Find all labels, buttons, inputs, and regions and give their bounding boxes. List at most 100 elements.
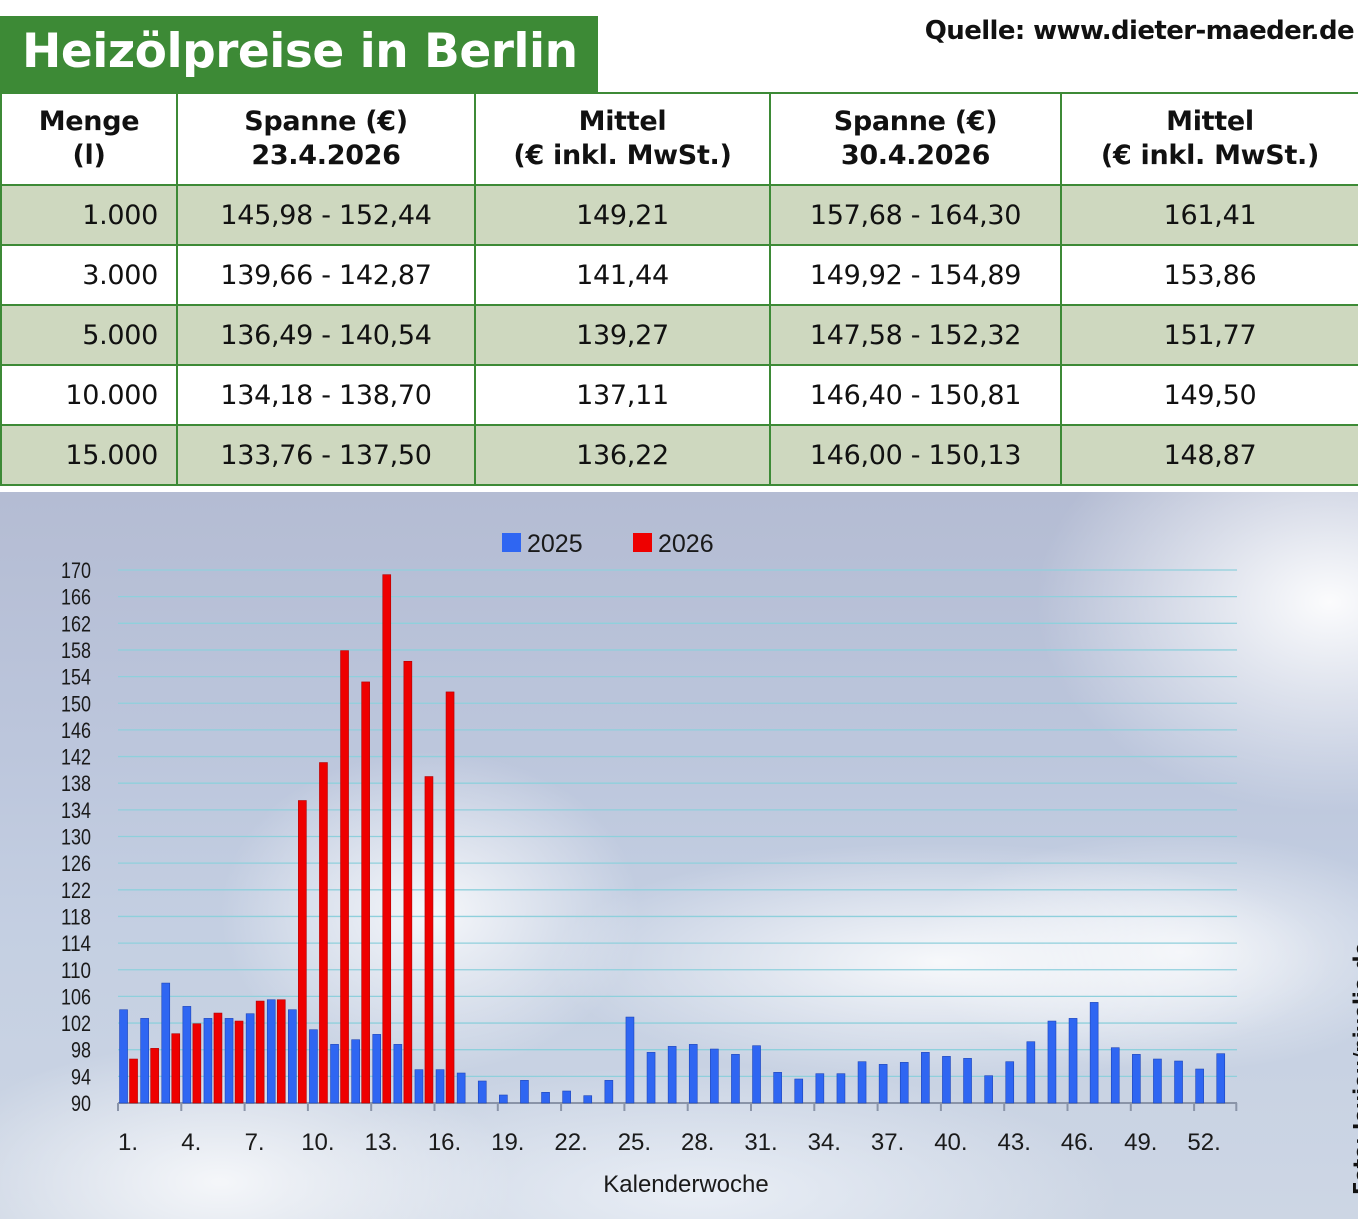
- bar-2025: [710, 1048, 719, 1104]
- bar-2025: [499, 1094, 508, 1104]
- cell-mittel-1: 141,44: [474, 244, 771, 306]
- y-tick-label: 138: [61, 771, 91, 796]
- x-tick-label: 49.: [1124, 1129, 1157, 1156]
- cell-spanne-1: 139,66 - 142,87: [176, 244, 476, 306]
- table-row: 15.000 133,76 - 137,50 136,22 146,00 - 1…: [0, 424, 1358, 486]
- bar-2025: [1132, 1054, 1141, 1104]
- bar-2025: [330, 1044, 339, 1104]
- bar-2025: [1195, 1068, 1204, 1104]
- y-tick-label: 150: [61, 691, 91, 716]
- bar-2025: [1089, 1002, 1099, 1104]
- y-tick-label: 166: [61, 585, 91, 610]
- y-tick-label: 130: [61, 825, 91, 850]
- bar-2025: [224, 1018, 234, 1104]
- y-tick-label: 106: [61, 984, 91, 1009]
- bar-2025: [1005, 1061, 1015, 1104]
- table-row: 5.000 136,49 - 140,54 139,27 147,58 - 15…: [0, 304, 1358, 366]
- y-tick-label: 170: [61, 558, 91, 583]
- bar-2025: [1026, 1041, 1036, 1104]
- bar-2026: [319, 762, 328, 1104]
- bar-2025: [140, 1018, 149, 1104]
- table-header-row: Menge (l) Spanne (€) 23.4.2026 Mittel (€ in…: [0, 92, 1358, 186]
- x-tick-label: 25.: [618, 1129, 651, 1156]
- bar-chart: 9094981021061101141181221261301341381421…: [61, 530, 1238, 1198]
- x-tick-label: 37.: [871, 1129, 904, 1156]
- bar-2025: [182, 1006, 192, 1104]
- y-tick-label: 98: [71, 1038, 91, 1063]
- bar-2026: [171, 1033, 181, 1104]
- cell-spanne-1: 136,49 - 140,54: [176, 304, 476, 366]
- bar-2025: [562, 1090, 571, 1104]
- bar-2025: [351, 1039, 360, 1104]
- header-spanne-1: Spanne (€) 23.4.2026: [176, 92, 476, 186]
- header-spanne-2: Spanne (€) 30.4.2026: [769, 92, 1062, 186]
- x-tick-label: 1.: [118, 1129, 138, 1156]
- y-tick-label: 118: [61, 904, 91, 929]
- header-menge: Menge (l): [0, 92, 178, 186]
- bar-2025: [836, 1073, 846, 1104]
- bar-2025: [984, 1075, 993, 1104]
- legend-label-2025: 2025: [527, 530, 583, 558]
- bar-2026: [340, 650, 349, 1104]
- price-table: Menge (l) Spanne (€) 23.4.2026 Mittel (€ in…: [0, 92, 1358, 486]
- cell-spanne-1: 145,98 - 152,44: [176, 184, 476, 246]
- bar-2025: [794, 1078, 804, 1104]
- y-tick-label: 158: [61, 638, 91, 663]
- y-tick-label: 154: [61, 665, 91, 690]
- cell-menge: 5.000: [0, 304, 178, 366]
- bar-2025: [942, 1056, 951, 1104]
- bar-2025: [921, 1052, 930, 1104]
- bar-2025: [393, 1044, 403, 1104]
- y-tick-label: 122: [61, 878, 91, 903]
- cell-menge: 3.000: [0, 244, 178, 306]
- x-tick-label: 22.: [554, 1129, 587, 1156]
- bar-2025: [266, 999, 276, 1104]
- y-tick-label: 110: [61, 958, 91, 983]
- bar-2025: [752, 1045, 761, 1104]
- cell-menge: 1.000: [0, 184, 178, 246]
- bar-2026: [403, 660, 413, 1104]
- table-row: 10.000 134,18 - 138,70 137,11 146,40 - 1…: [0, 364, 1358, 426]
- x-tick-label: 4.: [181, 1129, 201, 1156]
- y-tick-label: 146: [61, 718, 91, 743]
- bar-2025: [309, 1029, 318, 1104]
- bar-2025: [963, 1058, 972, 1104]
- cell-mittel-2: 149,50: [1060, 364, 1358, 426]
- bar-2026: [150, 1048, 159, 1104]
- x-axis-title: Kalenderwoche: [603, 1171, 768, 1198]
- bar-2026: [276, 999, 286, 1104]
- legend-swatch-2025: [502, 533, 521, 552]
- x-tick-label: 10.: [301, 1129, 334, 1156]
- bar-2026: [298, 800, 307, 1104]
- x-tick-label: 34.: [808, 1129, 841, 1156]
- cell-mittel-2: 151,77: [1060, 304, 1358, 366]
- legend-label-2026: 2026: [658, 530, 714, 558]
- y-tick-label: 126: [61, 851, 91, 876]
- bar-2025: [1216, 1053, 1226, 1104]
- bar-2025: [646, 1052, 656, 1104]
- bar-2025: [878, 1064, 888, 1104]
- bar-2025: [583, 1095, 593, 1104]
- header-mittel-1: Mittel (€ inkl. MwSt.): [474, 92, 771, 186]
- source-credit: Quelle: www.dieter-maeder.de: [924, 16, 1355, 46]
- bar-2026: [445, 691, 455, 1104]
- bar-2026: [213, 1012, 223, 1104]
- table-row: 1.000 145,98 - 152,44 149,21 157,68 - 16…: [0, 184, 1358, 246]
- cell-menge: 10.000: [0, 364, 178, 426]
- bar-2026: [424, 776, 434, 1104]
- bar-2025: [857, 1061, 867, 1104]
- bar-2025: [1174, 1060, 1183, 1104]
- x-tick-label: 43.: [998, 1129, 1031, 1156]
- y-tick-label: 114: [61, 931, 91, 956]
- bar-2025: [1068, 1018, 1078, 1104]
- x-tick-label: 28.: [681, 1129, 714, 1156]
- bar-2025: [731, 1054, 740, 1104]
- cell-mittel-1: 149,21: [474, 184, 771, 246]
- cell-mittel-1: 139,27: [474, 304, 771, 366]
- y-tick-label: 94: [71, 1064, 91, 1089]
- bar-2025: [541, 1092, 550, 1104]
- chart-panel: 90 94 98 102 106 110 114 118 122 126 130 134 138 142 1…: [0, 492, 1358, 1219]
- y-tick-label: 162: [61, 611, 91, 636]
- bar-2025: [435, 1069, 445, 1104]
- y-tick-label: 142: [61, 745, 91, 770]
